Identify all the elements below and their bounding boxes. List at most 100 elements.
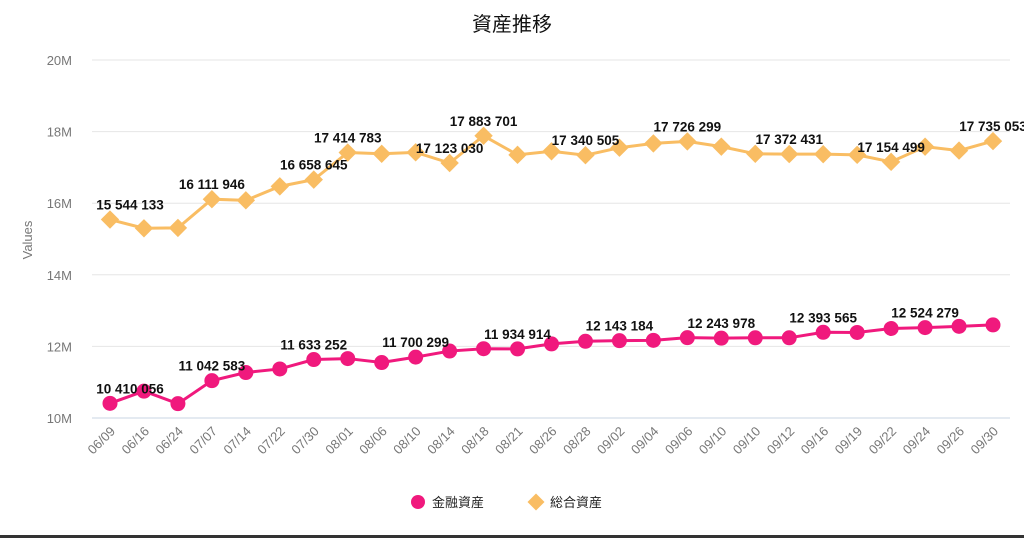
data-label: 17 372 431 [755,132,823,147]
data-point [238,365,254,381]
data-point [678,132,697,151]
data-point [679,330,695,346]
data-point [985,317,1001,333]
data-point [440,153,459,173]
data-label: 11 042 583 [178,359,245,374]
data-point [747,330,763,346]
data-point [644,134,663,153]
x-tick-label: 09/10 [730,424,764,458]
x-tick-label: 08/14 [424,424,458,458]
data-label: 17 883 701 [450,114,518,129]
data-label: 12 243 978 [688,316,756,331]
data-point [272,361,288,377]
data-point [780,144,799,164]
x-tick-label: 09/22 [866,424,900,458]
x-tick-label: 08/21 [492,424,526,458]
x-tick-label: 09/02 [594,424,628,458]
data-label: 12 143 184 [586,319,654,334]
x-tick-label: 09/12 [764,424,798,458]
x-tick-label: 08/10 [390,424,424,458]
data-point [510,341,526,357]
y-tick-label: 20M [47,53,72,68]
data-point [645,332,661,348]
data-point [917,320,933,336]
data-point [508,145,527,165]
data-point [576,146,595,165]
data-point [134,219,154,238]
data-point [202,189,222,209]
x-tick-label: 09/19 [832,424,866,458]
x-tick-label: 08/01 [322,424,356,458]
data-label: 16 111 946 [179,177,246,192]
data-point [847,145,867,165]
data-label: 16 658 645 [280,158,348,173]
data-label: 10 410 056 [96,381,164,396]
data-label: 11 700 299 [382,335,449,350]
data-point [542,142,561,161]
data-point [406,143,425,162]
x-tick-label: 06/16 [118,424,152,458]
data-point [849,324,865,340]
data-point [577,333,593,349]
x-tick-label: 08/06 [356,424,390,458]
data-point [815,324,831,340]
x-tick-label: 09/04 [628,424,662,458]
data-label: 17 340 505 [552,133,620,148]
data-label: 15 544 133 [96,198,164,213]
data-point [474,126,493,145]
data-point [712,137,731,156]
data-point [881,152,901,172]
data-label: 17 154 499 [857,140,925,155]
data-label: 17 726 299 [654,119,722,134]
y-tick-label: 18M [47,125,72,140]
data-point [408,349,424,365]
data-point [306,352,322,368]
data-point [476,341,492,357]
x-tick-label: 08/18 [458,424,492,458]
data-point [746,144,765,163]
data-point [915,137,935,156]
data-point [100,210,120,229]
x-tick-label: 07/22 [254,424,288,458]
data-label: 11 934 914 [484,327,551,342]
data-point [374,355,390,371]
data-label: 12 393 565 [789,310,857,325]
data-point [372,144,391,163]
data-point [338,143,357,162]
data-point [270,177,290,196]
legend-label: 金融資産 [432,495,484,511]
data-point [813,144,833,164]
data-point [611,333,627,349]
x-tick-label: 09/26 [934,424,968,458]
data-point [168,218,188,238]
data-point [781,330,797,346]
data-point [442,343,458,359]
data-label: 17 735 053 [959,119,1024,134]
data-label: 17 123 030 [416,141,484,156]
x-tick-label: 07/30 [288,424,322,458]
data-point [544,336,559,352]
bottom-border [0,535,1024,538]
y-tick-label: 10M [47,411,72,426]
data-point [983,131,1003,151]
data-label: 11 633 252 [280,338,347,353]
x-tick-label: 08/28 [560,424,594,458]
data-point [340,351,356,367]
x-tick-label: 09/10 [696,424,730,458]
data-point [713,330,729,346]
x-tick-label: 06/09 [85,424,119,458]
x-tick-label: 07/14 [220,424,254,458]
data-point [170,396,186,412]
x-tick-label: 08/26 [526,424,560,458]
chart-title: 資産推移 [472,12,552,36]
data-point [949,141,969,160]
x-tick-label: 09/16 [798,424,832,458]
x-tick-label: 09/24 [900,424,934,458]
data-point [204,373,220,389]
data-point [610,138,629,157]
y-axis-label: Values [20,220,35,259]
data-point [304,170,323,189]
data-point [136,383,152,399]
legend-label: 総合資産 [550,495,602,511]
y-tick-label: 14M [47,268,72,283]
